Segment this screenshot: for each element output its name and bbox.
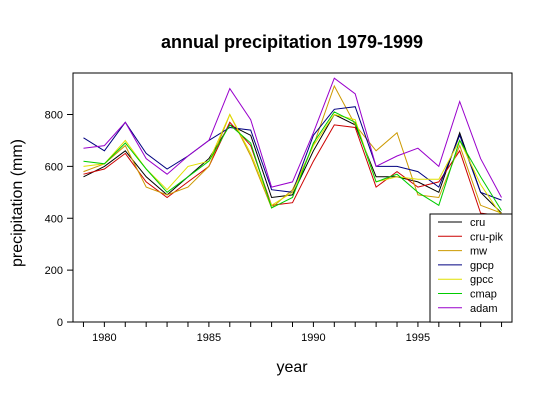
legend-label-gpcp: gpcp xyxy=(470,260,494,272)
x-tick-label: 1985 xyxy=(197,332,221,344)
series-line-cmap xyxy=(83,111,502,211)
legend-label-mw: mw xyxy=(470,246,487,258)
y-tick-label: 600 xyxy=(45,161,63,173)
legend-box xyxy=(429,213,513,323)
series-lines xyxy=(83,77,502,217)
chart-title: annual precipitation 1979-1999 xyxy=(161,32,423,52)
legend-label-gpcc: gpcc xyxy=(470,274,494,286)
y-tick-label: 800 xyxy=(45,110,63,122)
y-tick-label: 200 xyxy=(45,265,63,277)
y-tick-label: 400 xyxy=(45,213,63,225)
legend-label-cmap: cmap xyxy=(470,289,497,301)
y-tick-label: 0 xyxy=(57,317,63,329)
legend: cru cru-pik mw gpcp gpcc cmap adam xyxy=(429,213,513,323)
series-line-cru xyxy=(83,113,502,214)
series-line-adam xyxy=(83,77,502,198)
series-line-gpcc xyxy=(83,113,502,216)
legend-label-cru: cru xyxy=(470,217,485,229)
legend-label-adam: adam xyxy=(470,303,498,315)
tick-labels: 1980 1985 1990 1995 0 200 400 600 800 xyxy=(45,110,503,344)
x-tick-label: 1990 xyxy=(301,332,325,344)
series-line-mw xyxy=(83,84,502,214)
legend-label-cru-pik: cru-pik xyxy=(470,231,504,243)
series-line-cru-pik xyxy=(83,121,502,217)
x-axis-label: year xyxy=(276,359,308,376)
x-tick-label: 1995 xyxy=(406,332,430,344)
x-tick-label: 1980 xyxy=(92,332,116,344)
y-axis-label: precipitation (mm) xyxy=(9,139,26,267)
